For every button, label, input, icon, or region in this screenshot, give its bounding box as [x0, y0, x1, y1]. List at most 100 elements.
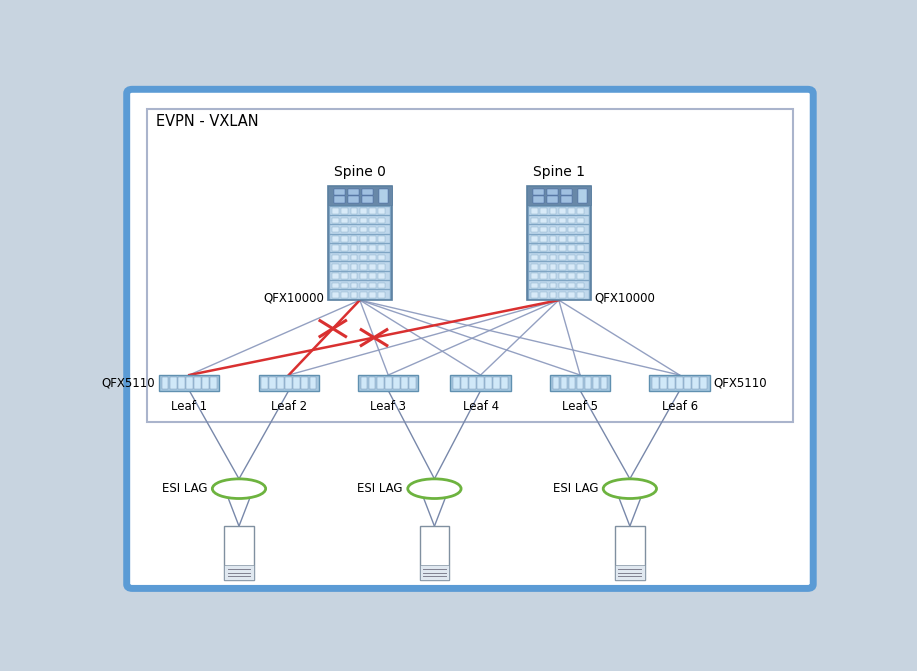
Bar	[369, 217, 376, 223]
Bar	[529, 281, 589, 289]
Bar	[531, 292, 538, 297]
Bar	[379, 208, 385, 214]
Bar	[332, 264, 339, 270]
Bar	[379, 246, 385, 251]
Bar	[578, 236, 584, 242]
Bar	[359, 246, 367, 251]
Bar	[558, 217, 566, 223]
Bar	[261, 376, 268, 389]
Bar	[558, 236, 566, 242]
Bar	[359, 282, 367, 289]
Bar	[369, 264, 376, 270]
Bar	[332, 217, 339, 223]
Bar	[547, 196, 558, 203]
Bar	[369, 227, 376, 232]
Bar	[585, 376, 591, 389]
Bar	[350, 246, 358, 251]
Bar	[194, 376, 201, 389]
Bar	[379, 255, 385, 260]
Bar	[369, 208, 376, 214]
Bar	[348, 196, 359, 203]
Bar	[560, 196, 572, 203]
Bar	[540, 292, 547, 297]
Bar	[485, 376, 492, 389]
Bar	[540, 217, 547, 223]
Bar	[547, 189, 558, 195]
Bar	[578, 208, 584, 214]
Bar	[531, 255, 538, 260]
Bar	[350, 208, 358, 214]
Bar	[549, 217, 557, 223]
Bar	[341, 264, 348, 270]
Bar	[332, 227, 339, 232]
Bar	[224, 526, 254, 580]
Bar	[568, 236, 575, 242]
Bar	[359, 292, 367, 297]
Bar	[668, 376, 675, 389]
Bar	[558, 246, 566, 251]
Bar	[568, 282, 575, 289]
Bar	[350, 255, 358, 260]
Bar	[341, 208, 348, 214]
Bar	[332, 208, 339, 214]
FancyBboxPatch shape	[127, 89, 813, 588]
Bar	[330, 272, 390, 280]
Bar	[549, 227, 557, 232]
Bar	[450, 375, 511, 391]
Bar	[531, 208, 538, 214]
Bar	[578, 282, 584, 289]
Text: ESI LAG: ESI LAG	[162, 482, 207, 495]
Bar	[379, 292, 385, 297]
Bar	[332, 282, 339, 289]
Bar	[652, 376, 658, 389]
Bar	[224, 565, 254, 580]
Bar	[293, 376, 300, 389]
Text: Leaf 3: Leaf 3	[370, 400, 406, 413]
Bar	[369, 236, 376, 242]
Bar	[531, 246, 538, 251]
Bar	[677, 376, 683, 389]
Bar	[330, 281, 390, 289]
Bar	[615, 565, 645, 580]
Bar	[385, 376, 392, 389]
Bar	[578, 264, 584, 270]
Bar	[540, 273, 547, 279]
Bar	[270, 376, 276, 389]
Text: Leaf 1: Leaf 1	[171, 400, 207, 413]
Bar	[393, 376, 400, 389]
Bar	[558, 227, 566, 232]
Bar	[549, 236, 557, 242]
Bar	[350, 264, 358, 270]
Bar	[561, 376, 568, 389]
Bar	[540, 246, 547, 251]
Bar	[350, 236, 358, 242]
Bar	[533, 196, 544, 203]
Bar	[341, 282, 348, 289]
Bar	[350, 273, 358, 279]
Bar	[359, 227, 367, 232]
Bar	[202, 376, 208, 389]
Bar	[578, 227, 584, 232]
Bar	[379, 282, 385, 289]
Text: Leaf 5: Leaf 5	[562, 400, 598, 413]
Bar	[328, 187, 392, 205]
Bar	[549, 246, 557, 251]
Bar	[577, 376, 583, 389]
Bar	[531, 236, 538, 242]
Bar	[369, 273, 376, 279]
Bar	[553, 376, 559, 389]
Bar	[568, 227, 575, 232]
Bar	[529, 253, 589, 262]
Bar	[502, 376, 508, 389]
Bar	[526, 187, 591, 205]
Bar	[359, 236, 367, 242]
Bar	[531, 264, 538, 270]
Bar	[358, 375, 418, 391]
Bar	[379, 227, 385, 232]
Bar	[341, 292, 348, 297]
Bar	[350, 217, 358, 223]
Bar	[186, 376, 193, 389]
Bar	[350, 282, 358, 289]
Bar	[278, 376, 284, 389]
Bar	[330, 244, 390, 252]
